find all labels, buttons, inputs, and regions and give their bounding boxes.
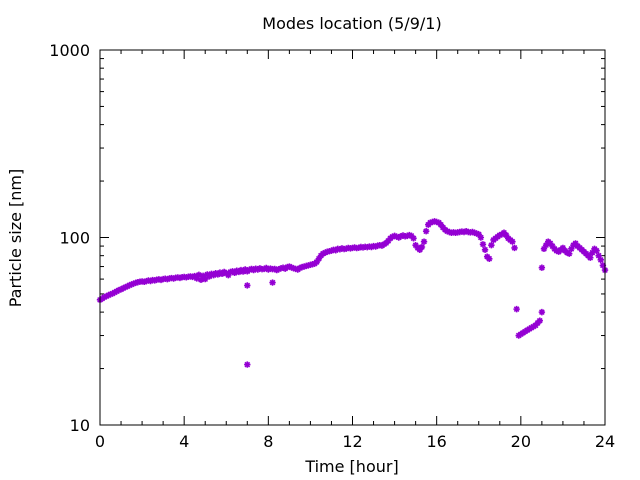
- x-tick-label: 16: [426, 432, 446, 451]
- data-point: [587, 254, 594, 261]
- data-point: [566, 250, 573, 257]
- data-point: [549, 242, 556, 250]
- data-point: [559, 244, 567, 252]
- data-point: [368, 243, 375, 251]
- data-point: [286, 263, 293, 270]
- data-point: [509, 238, 516, 245]
- data-point: [122, 284, 129, 291]
- data-point: [422, 228, 430, 235]
- data-point: [199, 272, 207, 279]
- data-point: [157, 276, 165, 284]
- x-tick-label: 20: [511, 432, 531, 451]
- data-point: [126, 282, 133, 289]
- data-point: [256, 265, 264, 272]
- x-tick-label: 0: [95, 432, 105, 451]
- data-point: [260, 265, 268, 273]
- data-point: [197, 276, 205, 283]
- data-point: [393, 233, 400, 240]
- y-axis-label: Particle size [nm]: [6, 169, 25, 308]
- data-point: [246, 266, 253, 273]
- data-point: [269, 279, 276, 286]
- data-point: [589, 249, 596, 256]
- data-point: [128, 281, 135, 288]
- x-tick-label: 8: [263, 432, 273, 451]
- data-point: [265, 266, 272, 273]
- data-point: [477, 234, 485, 241]
- plot-frame: [99, 49, 606, 426]
- data-point: [244, 282, 251, 289]
- data-point: [252, 265, 259, 272]
- data-points: [96, 218, 609, 368]
- data-point: [536, 317, 543, 324]
- chart-title: Modes location (5/9/1): [262, 14, 441, 33]
- data-point: [542, 241, 550, 249]
- data-point: [195, 271, 203, 279]
- data-point: [164, 276, 171, 283]
- data-point: [328, 247, 335, 254]
- data-point: [595, 252, 602, 259]
- data-point: [572, 240, 579, 247]
- data-point: [372, 243, 379, 250]
- x-tick-label: 12: [342, 432, 362, 451]
- data-point: [540, 245, 548, 253]
- data-point: [275, 265, 283, 273]
- data-point: [288, 264, 295, 271]
- data-point: [412, 241, 419, 249]
- x-tick-label: 24: [595, 432, 615, 451]
- data-point: [479, 241, 487, 248]
- data-point: [225, 271, 232, 279]
- data-point: [568, 245, 575, 253]
- data-point: [389, 233, 396, 240]
- data-point: [147, 277, 154, 285]
- data-point: [107, 291, 114, 298]
- y-tick-label: 1000: [49, 41, 90, 60]
- data-point: [513, 305, 520, 313]
- y-tick-label: 100: [59, 229, 90, 248]
- data-point: [488, 241, 495, 249]
- data-point: [481, 246, 489, 253]
- data-point: [189, 273, 196, 281]
- x-axis-label: Time [hour]: [304, 457, 398, 476]
- data-point: [437, 221, 445, 228]
- axis-ticks: 0 4 8 12 16 20 24 10 100 1000: [49, 41, 615, 451]
- data-point: [418, 243, 426, 251]
- y-tick-label: 10: [70, 416, 90, 435]
- data-point: [273, 266, 280, 274]
- data-point: [502, 231, 510, 239]
- data-point: [244, 361, 251, 368]
- data-point: [151, 277, 158, 284]
- data-point: [416, 246, 424, 253]
- data-point: [315, 255, 323, 262]
- data-point: [475, 231, 482, 238]
- data-point: [486, 255, 493, 262]
- data-point: [410, 235, 417, 242]
- data-point: [170, 275, 177, 282]
- data-point: [193, 275, 200, 282]
- data-point: [206, 273, 213, 280]
- data-point: [593, 247, 600, 254]
- data-point: [202, 275, 209, 283]
- data-point: [511, 244, 518, 252]
- data-point: [420, 238, 428, 245]
- data-point: [599, 262, 607, 269]
- data-point: [296, 264, 304, 272]
- data-point: [385, 237, 392, 245]
- data-point: [391, 232, 398, 240]
- data-point: [553, 247, 560, 254]
- x-tick-label: 4: [179, 432, 189, 451]
- data-point: [597, 256, 604, 264]
- data-point: [313, 258, 320, 266]
- data-point: [336, 246, 344, 253]
- data-point: [538, 264, 546, 271]
- data-point: [547, 240, 554, 247]
- data-point: [279, 264, 287, 271]
- data-point: [538, 308, 546, 316]
